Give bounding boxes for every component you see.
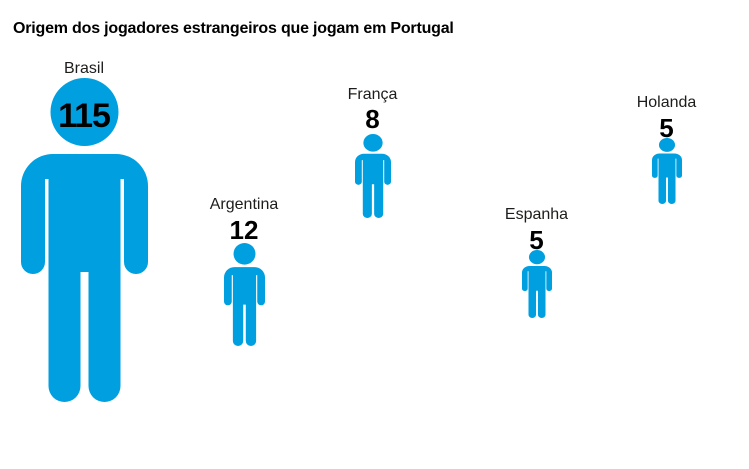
value-brasil: 115 xyxy=(58,97,111,135)
person-icon-espanha xyxy=(521,250,552,318)
country-label-brasil: Brasil xyxy=(63,60,105,77)
country-label-argentina: Argentina xyxy=(209,196,279,213)
country-label-holanda: Holanda xyxy=(636,94,697,111)
country-label-franca: França xyxy=(347,86,398,103)
value-holanda: 5 xyxy=(659,113,674,143)
value-franca: 8 xyxy=(365,104,380,134)
person-icon-argentina xyxy=(223,243,265,346)
value-argentina: 12 xyxy=(229,215,259,245)
country-label-espanha: Espanha xyxy=(504,206,569,223)
value-espanha: 5 xyxy=(529,225,544,255)
person-icon-holanda xyxy=(651,138,682,204)
chart-title: Origem dos jogadores estrangeiros que jo… xyxy=(13,20,454,37)
person-icon-franca xyxy=(354,134,391,218)
